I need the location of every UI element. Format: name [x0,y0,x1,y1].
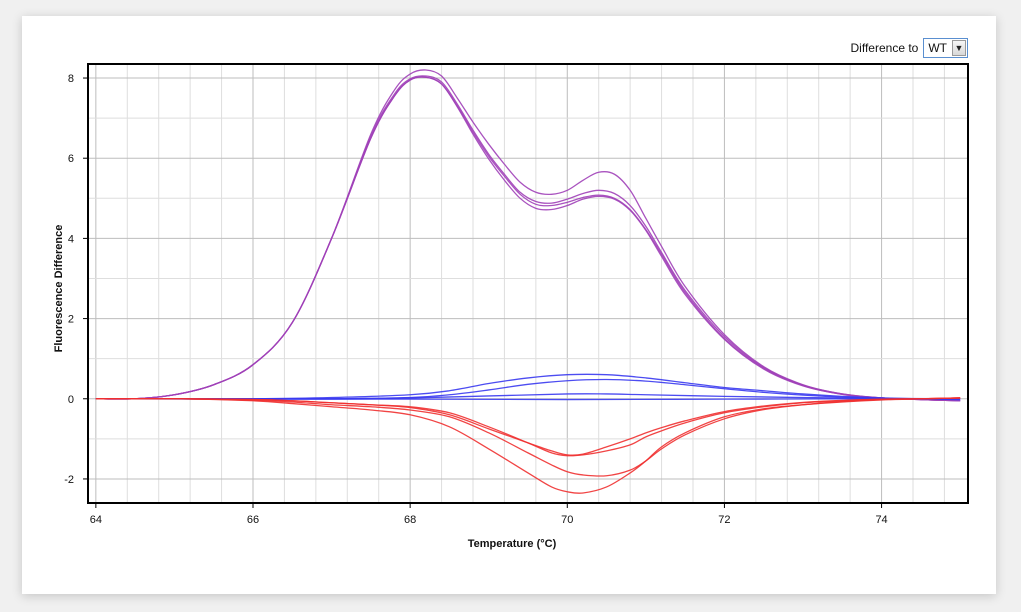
plot-area [88,64,968,503]
x-tick-label: 68 [404,514,416,526]
x-tick-label: 70 [561,514,573,526]
difference-to-control: Difference to WT ▼ [851,38,968,58]
difference-to-label: Difference to [850,41,919,55]
y-tick-label: 6 [68,153,74,165]
series-line-red [95,397,961,456]
series-line-red [95,397,961,477]
y-tick-label: 2 [68,314,74,326]
x-tick-label: 64 [90,514,102,526]
y-tick-label: 0 [68,394,74,406]
y-axis-label: Fluorescence Difference [53,225,65,353]
difference-to-value: WT [928,41,947,55]
x-tick-label: 72 [718,514,730,526]
series-line-purple [95,76,961,402]
x-axis-label: Temperature (°C) [468,538,557,550]
y-tick-label: 8 [68,73,74,85]
x-tick-label: 66 [247,514,259,526]
chevron-down-icon[interactable]: ▼ [952,40,966,56]
difference-to-select[interactable]: WT ▼ [923,38,968,58]
y-tick-label: 4 [68,233,74,245]
y-tick-label: -2 [64,474,74,486]
x-tick-label: 74 [875,514,887,526]
series-group [95,69,961,494]
series-line-blue [95,373,961,401]
plot-frame [87,63,969,504]
